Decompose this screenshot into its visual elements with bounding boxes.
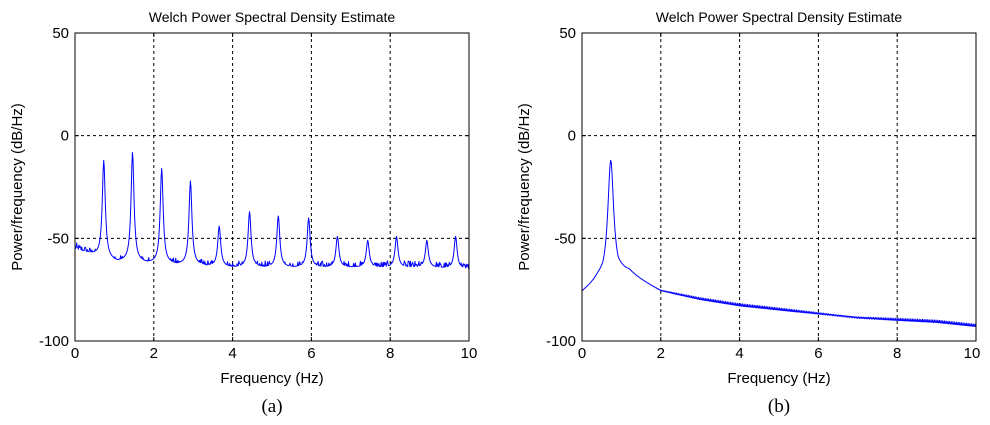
panel-b-psd-line — [581, 159, 977, 328]
panel-b-xtick-0: 0 — [578, 345, 586, 362]
panel-a-ytick-2: -50 — [47, 230, 69, 247]
panel-a-xlabel: Frequency (Hz) — [220, 370, 323, 387]
panel-b-caption: (b) — [768, 396, 790, 417]
panel-b: Welch Power Spectral Density Estimate 0 … — [516, 9, 980, 417]
panel-b-xtick-5: 10 — [964, 345, 981, 362]
panel-a-psd-line — [74, 152, 470, 270]
panel-b-grid — [582, 32, 976, 341]
panel-b-ytick-3: -100 — [546, 333, 576, 350]
panel-b-ytick-2: -50 — [554, 230, 576, 247]
panel-a-title: Welch Power Spectral Density Estimate — [149, 9, 396, 25]
panel-b-title: Welch Power Spectral Density Estimate — [656, 9, 903, 25]
panel-a-xtick-5: 10 — [461, 345, 478, 362]
panel-a-xtick-2: 4 — [228, 345, 236, 362]
panel-b-xtick-2: 4 — [735, 345, 743, 362]
panel-b-xtick-4: 8 — [893, 345, 901, 362]
panel-a-ticks — [74, 32, 470, 342]
panel-a-axes-frame — [74, 32, 470, 342]
panel-b-xlabel: Frequency (Hz) — [727, 370, 830, 387]
panel-b-ytick-1: 0 — [568, 128, 576, 145]
panel-a-ylabel: Power/frequency (dB/Hz) — [9, 103, 26, 271]
panel-a-ytick-3: -100 — [39, 333, 69, 350]
panel-a-ytick-1: 0 — [61, 128, 69, 145]
panel-a: Welch Power Spectral Density Estimate 0 … — [9, 9, 477, 417]
panel-a-xtick-4: 8 — [386, 345, 394, 362]
panel-b-ytick-0: 50 — [559, 25, 576, 42]
panel-b-ticks — [581, 32, 977, 342]
panel-a-xtick-0: 0 — [71, 345, 79, 362]
panel-a-caption: (a) — [261, 396, 282, 417]
panel-b-ylabel: Power/frequency (dB/Hz) — [516, 103, 533, 271]
panel-a-xtick-3: 6 — [307, 345, 315, 362]
panel-a-xtick-1: 2 — [150, 345, 158, 362]
panel-b-xtick-3: 6 — [814, 345, 822, 362]
panel-b-axes-frame — [581, 32, 977, 342]
panel-a-ytick-0: 50 — [52, 25, 69, 42]
panel-b-xtick-1: 2 — [657, 345, 665, 362]
